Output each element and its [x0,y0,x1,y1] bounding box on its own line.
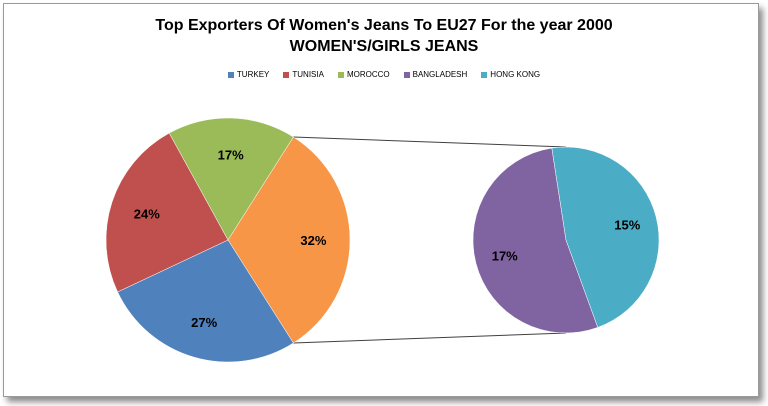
main-pie-slice-morocco [168,117,294,241]
legend-swatch-tunisia [283,71,290,78]
legend-item-hong-kong: HONG KONG [481,70,540,79]
chart-subtitle: WOMEN'S/GIRLS JEANS [289,38,479,55]
main-pie-slice-turkey [117,239,294,363]
main-pie-label-other: 32% [300,233,326,248]
chart-title: Top Exporters Of Women's Jeans To EU27 F… [155,17,613,34]
legend-swatch-bangladesh [403,71,410,78]
secondary-pie-slice-hong-kong [551,146,660,328]
secondary-pie-slice-bangladesh [472,147,599,334]
legend-label-morocco: MOROCCO [346,70,390,79]
legend-label-turkey: TURKEY [236,70,270,79]
main-pie-label-tunisia: 24% [134,207,160,222]
legend-item-tunisia: TUNISIA [283,70,324,79]
main-pie-label-morocco: 17% [218,148,244,163]
secondary-pie-label-bangladesh: 17% [492,249,518,264]
legend-item-morocco: MOROCCO [337,70,390,79]
connector-line-bottom [293,332,567,344]
chart-legend: TURKEY TUNISIA MOROCCO BANGLADESH HONG K… [0,70,768,79]
legend-swatch-turkey [227,71,234,78]
legend-label-tunisia: TUNISIA [292,70,324,79]
legend-item-bangladesh: BANGLADESH [403,70,468,79]
legend-label-bangladesh: BANGLADESH [412,70,468,79]
secondary-pie-label-hong-kong: 15% [614,217,640,232]
legend-swatch-hong-kong [481,71,488,78]
connector-line-top [293,136,567,148]
main-pie-label-turkey: 27% [191,315,217,330]
main-pie-slice-tunisia [105,132,229,293]
legend-label-hong-kong: HONG KONG [490,70,541,79]
legend-item-turkey: TURKEY [227,70,270,79]
main-pie-slice-other [227,136,351,344]
legend-swatch-morocco [337,71,344,78]
